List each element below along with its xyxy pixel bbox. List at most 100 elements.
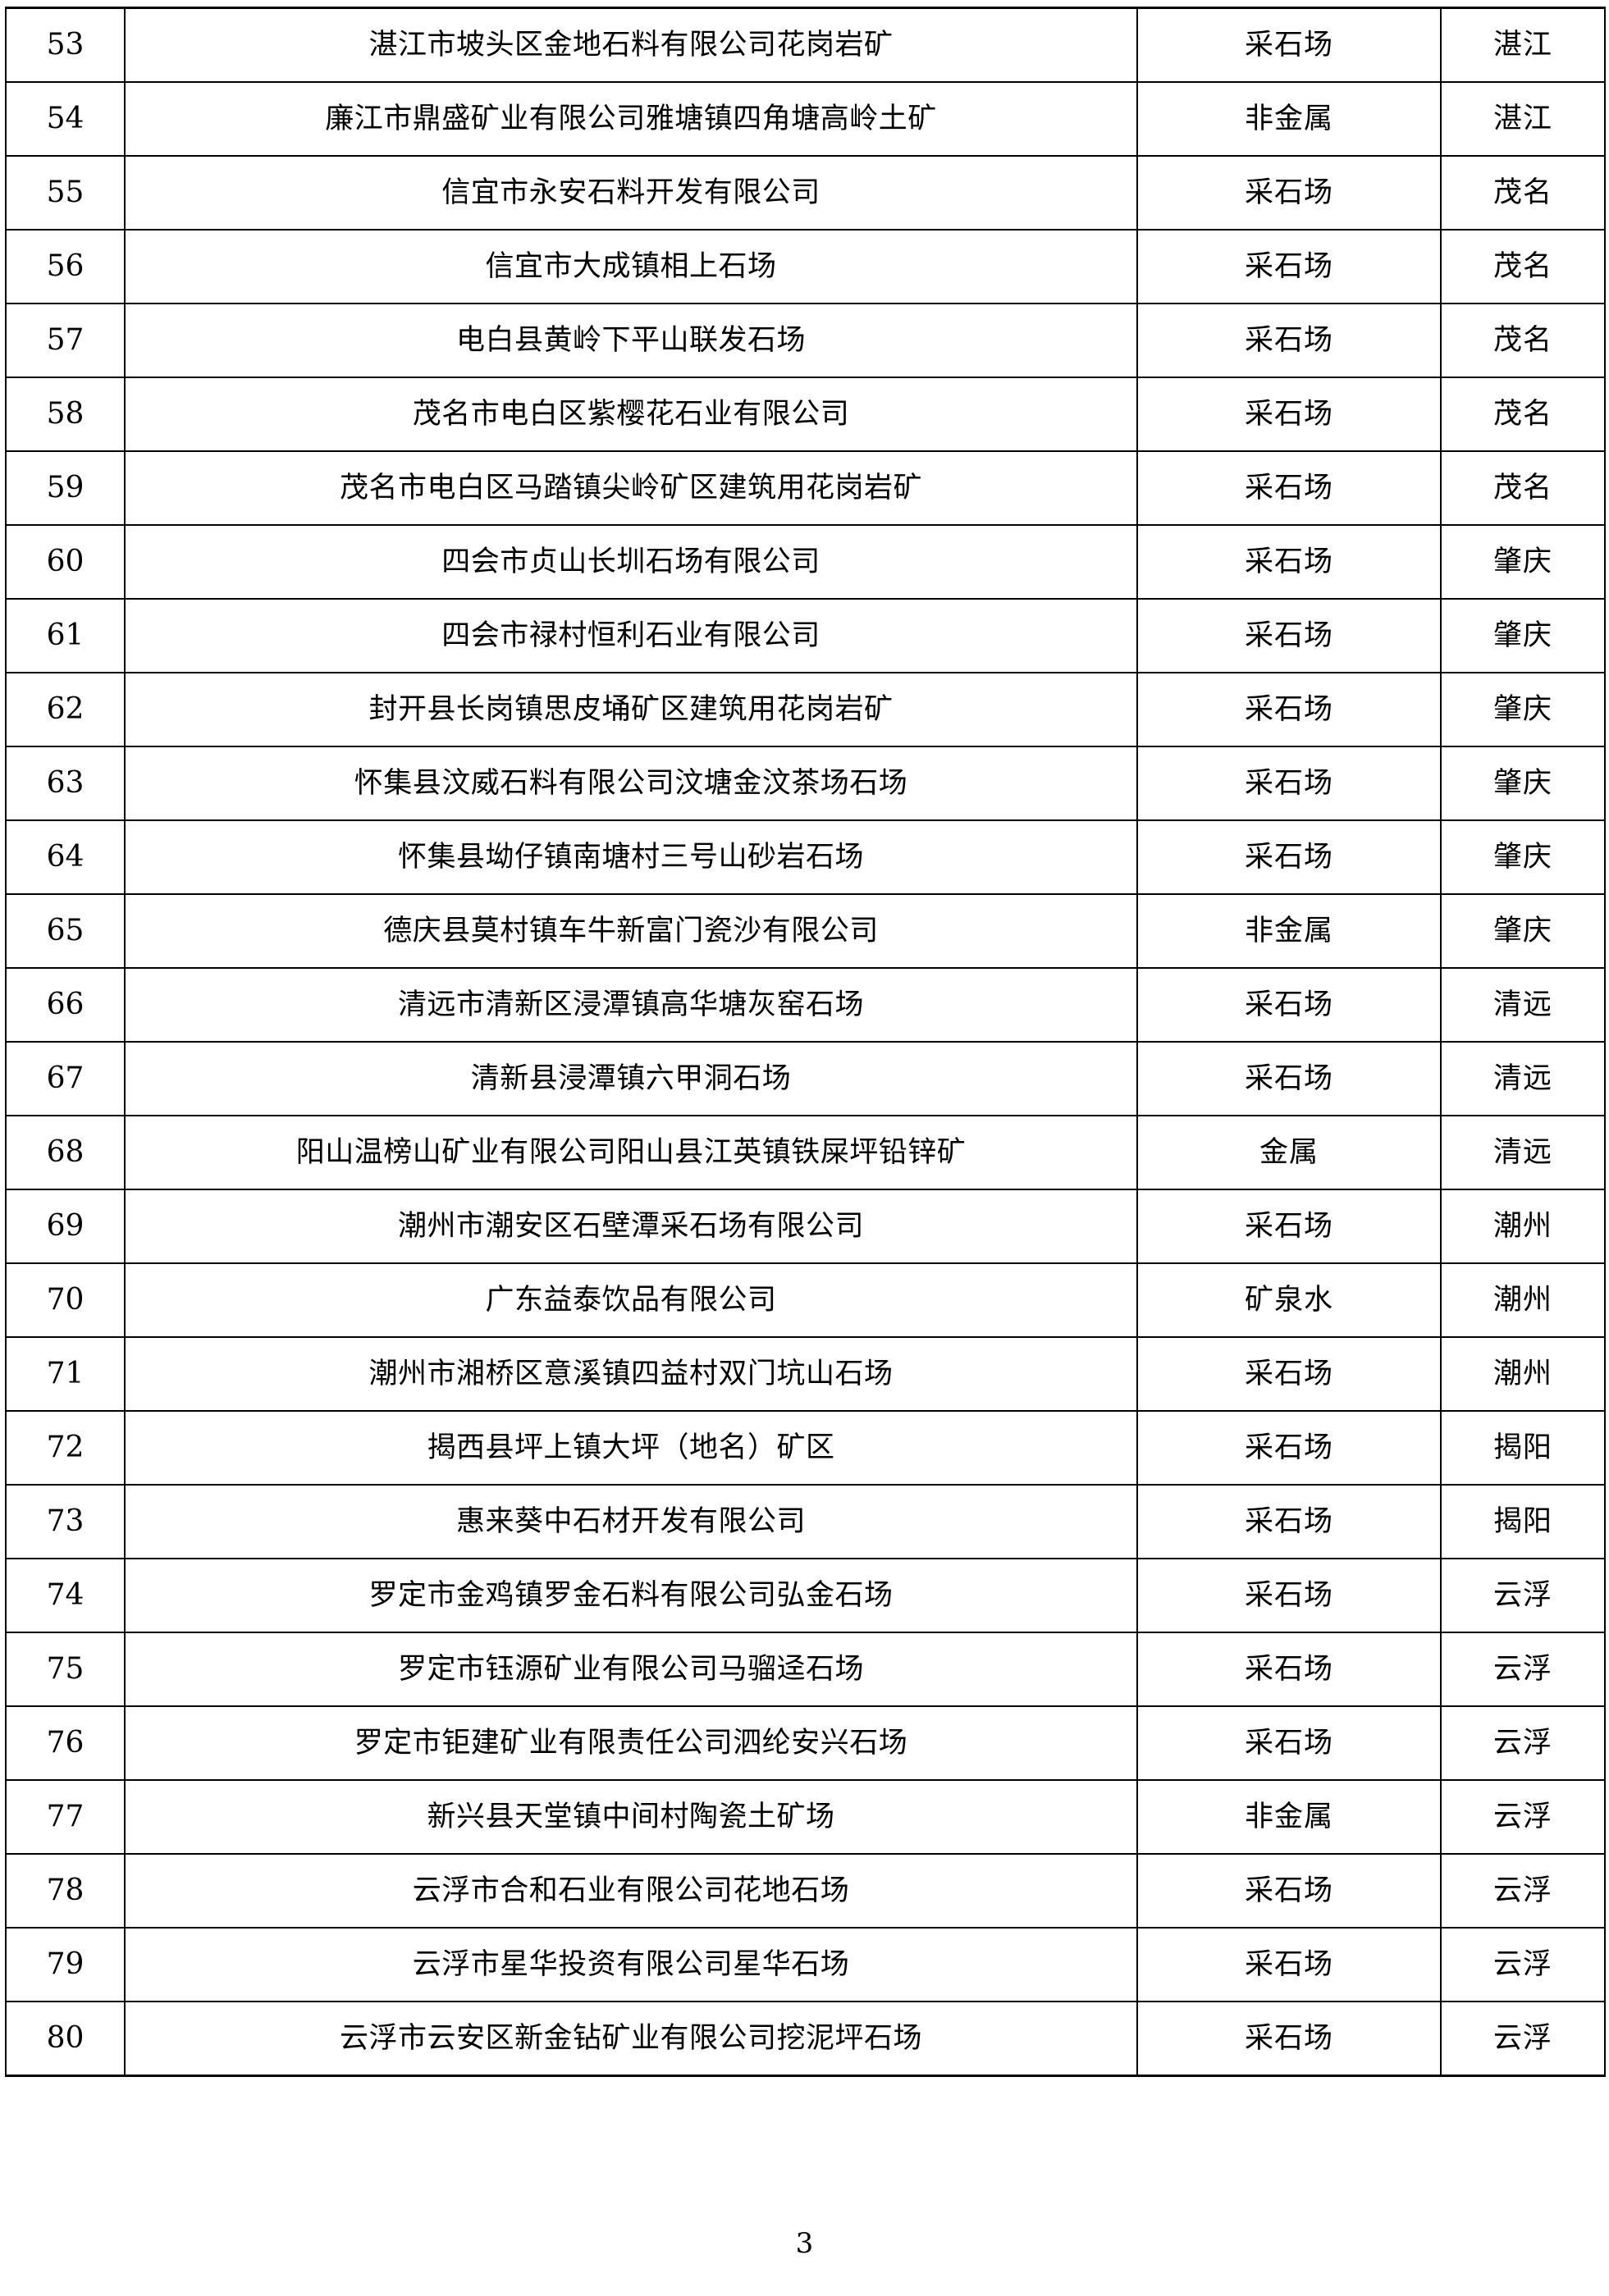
cell-serial-number: 74 [5,1558,126,1633]
cell-mineral-type: 采石场 [1136,1410,1442,1486]
cell-city: 云浮 [1440,1632,1606,1707]
cell-city: 茂名 [1440,303,1606,378]
cell-mine-name: 茂名市电白区马踏镇尖岭矿区建筑用花岗岩矿 [124,450,1138,526]
cell-serial-number: 78 [5,1853,126,1929]
cell-city: 茂名 [1440,377,1606,452]
table-row: 68 阳山温榜山矿业有限公司阳山县江英镇铁屎坪铅锌矿 金属 清远 [5,1115,1606,1190]
cell-city: 清远 [1440,967,1606,1043]
cell-mine-name: 云浮市合和石业有限公司花地石场 [124,1853,1138,1929]
table-row: 79 云浮市星华投资有限公司星华石场 采石场 云浮 [5,1927,1606,2002]
cell-serial-number: 75 [5,1632,126,1707]
table-row: 80 云浮市云安区新金钻矿业有限公司挖泥坪石场 采石场 云浮 [5,2001,1606,2077]
cell-mineral-type: 采石场 [1136,2001,1442,2077]
page-number: 3 [795,2227,814,2260]
table-row: 73 惠来葵中石材开发有限公司 采石场 揭阳 [5,1484,1606,1559]
cell-mine-name: 封开县长岗镇思皮埇矿区建筑用花岗岩矿 [124,672,1138,747]
cell-mine-name: 德庆县莫村镇车牛新富门瓷沙有限公司 [124,893,1138,969]
cell-serial-number: 66 [5,967,126,1043]
table-row: 60 四会市贞山长圳石场有限公司 采石场 肇庆 [5,524,1606,600]
cell-mineral-type: 采石场 [1136,1041,1442,1116]
cell-city: 茂名 [1440,229,1606,304]
cell-mineral-type: 采石场 [1136,819,1442,895]
cell-city: 清远 [1440,1115,1606,1190]
cell-mineral-type: 采石场 [1136,303,1442,378]
cell-mine-name: 信宜市大成镇相上石场 [124,229,1138,304]
cell-city: 肇庆 [1440,524,1606,600]
table-row: 74 罗定市金鸡镇罗金石料有限公司弘金石场 采石场 云浮 [5,1558,1606,1633]
cell-serial-number: 80 [5,2001,126,2077]
cell-mineral-type: 采石场 [1136,1853,1442,1929]
table-row: 66 清远市清新区浸潭镇高华塘灰窑石场 采石场 清远 [5,967,1606,1043]
cell-serial-number: 76 [5,1705,126,1781]
cell-mine-name: 信宜市永安石料开发有限公司 [124,155,1138,231]
cell-mine-name: 揭西县坪上镇大坪（地名）矿区 [124,1410,1138,1486]
cell-serial-number: 60 [5,524,126,600]
cell-serial-number: 61 [5,598,126,673]
cell-city: 肇庆 [1440,893,1606,969]
cell-mineral-type: 采石场 [1136,672,1442,747]
cell-serial-number: 69 [5,1189,126,1264]
cell-mineral-type: 采石场 [1136,598,1442,673]
cell-mine-name: 潮州市湘桥区意溪镇四益村双门坑山石场 [124,1336,1138,1412]
table-row: 70 广东益泰饮品有限公司 矿泉水 潮州 [5,1262,1606,1338]
cell-mineral-type: 采石场 [1136,1484,1442,1559]
cell-serial-number: 58 [5,377,126,452]
cell-city: 云浮 [1440,1927,1606,2002]
cell-serial-number: 70 [5,1262,126,1338]
cell-city: 揭阳 [1440,1484,1606,1559]
cell-mine-name: 新兴县天堂镇中间村陶瓷土矿场 [124,1779,1138,1855]
cell-mine-name: 罗定市钰源矿业有限公司马骝迳石场 [124,1632,1138,1707]
cell-serial-number: 56 [5,229,126,304]
cell-mine-name: 四会市贞山长圳石场有限公司 [124,524,1138,600]
cell-mine-name: 阳山温榜山矿业有限公司阳山县江英镇铁屎坪铅锌矿 [124,1115,1138,1190]
cell-mineral-type: 非金属 [1136,1779,1442,1855]
table-row: 72 揭西县坪上镇大坪（地名）矿区 采石场 揭阳 [5,1410,1606,1486]
cell-mineral-type: 采石场 [1136,1189,1442,1264]
cell-city: 潮州 [1440,1336,1606,1412]
cell-mine-name: 廉江市鼎盛矿业有限公司雅塘镇四角塘高岭土矿 [124,81,1138,157]
table-row: 67 清新县浸潭镇六甲洞石场 采石场 清远 [5,1041,1606,1116]
cell-city: 茂名 [1440,450,1606,526]
cell-mineral-type: 采石场 [1136,746,1442,821]
cell-serial-number: 53 [5,7,126,83]
cell-mineral-type: 采石场 [1136,7,1442,83]
cell-city: 揭阳 [1440,1410,1606,1486]
cell-mine-name: 罗定市金鸡镇罗金石料有限公司弘金石场 [124,1558,1138,1633]
cell-mine-name: 怀集县坳仔镇南塘村三号山砂岩石场 [124,819,1138,895]
cell-city: 云浮 [1440,1705,1606,1781]
cell-serial-number: 67 [5,1041,126,1116]
cell-mine-name: 四会市禄村恒利石业有限公司 [124,598,1138,673]
cell-serial-number: 62 [5,672,126,747]
cell-mineral-type: 金属 [1136,1115,1442,1190]
cell-mine-name: 潮州市潮安区石壁潭采石场有限公司 [124,1189,1138,1264]
cell-mine-name: 清新县浸潭镇六甲洞石场 [124,1041,1138,1116]
cell-serial-number: 64 [5,819,126,895]
cell-mineral-type: 采石场 [1136,1927,1442,2002]
cell-city: 肇庆 [1440,819,1606,895]
cell-city: 云浮 [1440,1779,1606,1855]
cell-city: 潮州 [1440,1189,1606,1264]
table-row: 55 信宜市永安石料开发有限公司 采石场 茂名 [5,155,1606,231]
cell-mineral-type: 采石场 [1136,377,1442,452]
cell-mineral-type: 采石场 [1136,229,1442,304]
cell-mine-name: 云浮市云安区新金钻矿业有限公司挖泥坪石场 [124,2001,1138,2077]
table-row: 65 德庆县莫村镇车牛新富门瓷沙有限公司 非金属 肇庆 [5,893,1606,969]
table-row: 76 罗定市钜建矿业有限责任公司泗纶安兴石场 采石场 云浮 [5,1705,1606,1781]
table-row: 62 封开县长岗镇思皮埇矿区建筑用花岗岩矿 采石场 肇庆 [5,672,1606,747]
cell-serial-number: 65 [5,893,126,969]
table-row: 54 廉江市鼎盛矿业有限公司雅塘镇四角塘高岭土矿 非金属 湛江 [5,81,1606,157]
table-row: 64 怀集县坳仔镇南塘村三号山砂岩石场 采石场 肇庆 [5,819,1606,895]
cell-mine-name: 清远市清新区浸潭镇高华塘灰窑石场 [124,967,1138,1043]
cell-mineral-type: 采石场 [1136,155,1442,231]
cell-mine-name: 惠来葵中石材开发有限公司 [124,1484,1138,1559]
cell-mineral-type: 采石场 [1136,1336,1442,1412]
table-row: 71 潮州市湘桥区意溪镇四益村双门坑山石场 采石场 潮州 [5,1336,1606,1412]
cell-city: 清远 [1440,1041,1606,1116]
cell-city: 茂名 [1440,155,1606,231]
cell-city: 云浮 [1440,1853,1606,1929]
table-row: 69 潮州市潮安区石壁潭采石场有限公司 采石场 潮州 [5,1189,1606,1264]
cell-serial-number: 72 [5,1410,126,1486]
table-row: 63 怀集县汶威石料有限公司汶塘金汶茶场石场 采石场 肇庆 [5,746,1606,821]
cell-city: 云浮 [1440,2001,1606,2077]
cell-city: 湛江 [1440,81,1606,157]
